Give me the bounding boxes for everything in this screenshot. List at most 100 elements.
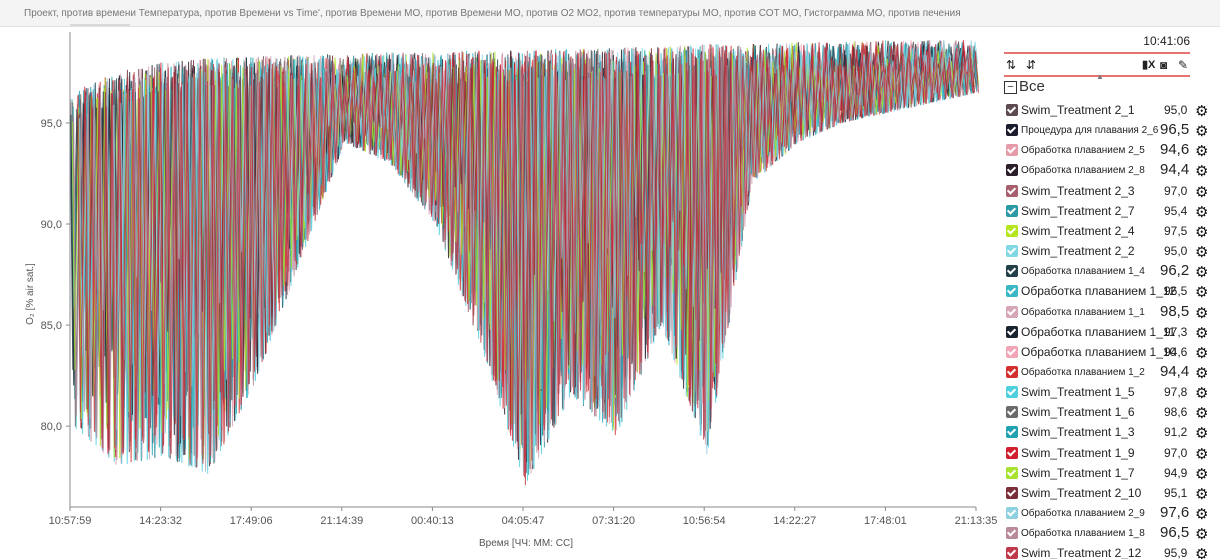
legend-item[interactable]: Обработка плаванием 1_8 96,5 ⚙ xyxy=(1006,524,1211,544)
gear-icon[interactable]: ⚙ xyxy=(1195,364,1209,382)
gear-icon[interactable]: ⚙ xyxy=(1195,143,1209,161)
gear-icon[interactable]: ⚙ xyxy=(1195,445,1209,463)
select-all-toggle[interactable]: − Все xyxy=(1004,78,1045,95)
series-label: Swim_Treatment 1_5 xyxy=(1021,385,1135,400)
gear-icon[interactable]: ⚙ xyxy=(1195,123,1209,141)
legend-item[interactable]: Swim_Treatment 1_9 97,0 ⚙ xyxy=(1006,444,1211,464)
legend-item[interactable]: Swim_Treatment 1_5 97,8 ⚙ xyxy=(1006,383,1211,403)
legend-item[interactable]: Обработка плаванием 1_10 94,6 ⚙ xyxy=(1006,343,1211,363)
series-checkbox[interactable] xyxy=(1006,305,1018,318)
series-checkbox[interactable] xyxy=(1006,486,1018,499)
series-checkbox[interactable] xyxy=(1006,124,1018,137)
y-tick-label: 95,0 xyxy=(41,118,62,130)
gear-icon[interactable]: ⚙ xyxy=(1195,485,1209,503)
legend-item[interactable]: Swim_Treatment 2_4 97,5 ⚙ xyxy=(1006,222,1211,242)
series-checkbox[interactable] xyxy=(1006,466,1018,479)
series-checkbox[interactable] xyxy=(1006,547,1018,559)
series-label: Обработка плаванием 1_11 xyxy=(1021,324,1176,339)
panel-divider-mid xyxy=(1004,75,1190,77)
series-checkbox[interactable] xyxy=(1006,507,1018,519)
series-checkbox[interactable] xyxy=(1006,144,1018,157)
gear-icon[interactable]: ⚙ xyxy=(1195,284,1209,302)
series-checkbox[interactable] xyxy=(1006,365,1018,378)
sort-desc-icon[interactable]: ⇵ xyxy=(1026,58,1037,72)
legend-item[interactable]: Обработка плаванием 2_9 97,6 ⚙ xyxy=(1006,504,1211,524)
gear-icon[interactable]: ⚙ xyxy=(1195,506,1209,523)
series-value: 94,6 xyxy=(1160,141,1190,159)
gear-icon[interactable]: ⚙ xyxy=(1195,465,1209,483)
x-tick-label: 10:56:54 xyxy=(683,515,726,527)
legend-item[interactable]: Swim_Treatment 2_3 97,0 ⚙ xyxy=(1006,182,1211,202)
series-line xyxy=(73,40,974,476)
series-label: Обработка плаванием 1_1 xyxy=(1021,306,1145,318)
series-value: 95,0 xyxy=(1164,103,1188,117)
series-value: 97,0 xyxy=(1164,445,1188,460)
legend-item[interactable]: Swim_Treatment 1_3 91,2 ⚙ xyxy=(1006,423,1211,443)
gear-icon[interactable]: ⚙ xyxy=(1195,223,1209,241)
gear-icon[interactable]: ⚙ xyxy=(1195,203,1209,221)
wrench-icon[interactable]: ✎ xyxy=(1178,58,1189,72)
series-checkbox[interactable] xyxy=(1006,325,1018,338)
series-checkbox[interactable] xyxy=(1006,285,1018,298)
legend-item[interactable]: Обработка плаванием 2_8 94,4 ⚙ xyxy=(1006,161,1211,181)
series-checkbox[interactable] xyxy=(1006,204,1018,217)
gear-icon[interactable]: ⚙ xyxy=(1195,264,1209,282)
series-checkbox[interactable] xyxy=(1006,245,1018,258)
x-tick-label: 14:22:27 xyxy=(773,515,816,527)
legend-item[interactable]: Обработка плаванием 1_11 97,3 ⚙ xyxy=(1006,323,1211,343)
legend-item[interactable]: Swim_Treatment 1_6 98,6 ⚙ xyxy=(1006,403,1211,423)
legend-item[interactable]: Swim_Treatment 1_7 94,9 ⚙ xyxy=(1006,464,1211,484)
series-value: 96,5 xyxy=(1164,284,1188,299)
gear-icon[interactable]: ⚙ xyxy=(1195,526,1209,544)
x-tick-label: 10:57:59 xyxy=(49,515,92,527)
series-checkbox[interactable] xyxy=(1006,345,1018,358)
x-tick-label: 21:14:39 xyxy=(320,515,363,527)
excel-icon[interactable]: ▮X xyxy=(1142,59,1156,71)
legend-item[interactable]: Обработка плаванием 1_4 96,2 ⚙ xyxy=(1006,262,1211,282)
series-value: 94,4 xyxy=(1160,362,1190,380)
camera-icon[interactable]: ◙ xyxy=(1160,58,1168,72)
gear-icon[interactable]: ⚙ xyxy=(1195,163,1209,181)
legend-item[interactable]: Обработка плаванием 1_2 94,4 ⚙ xyxy=(1006,363,1211,383)
series-value: 94,6 xyxy=(1164,344,1188,359)
series-checkbox[interactable] xyxy=(1006,527,1018,540)
series-checkbox[interactable] xyxy=(1006,265,1018,278)
series-value: 98,5 xyxy=(1160,302,1190,320)
gear-icon[interactable]: ⚙ xyxy=(1195,385,1209,403)
series-value: 95,9 xyxy=(1164,546,1188,559)
legend-item[interactable]: Обработка плаванием 2_5 94,6 ⚙ xyxy=(1006,141,1211,161)
gear-icon[interactable]: ⚙ xyxy=(1195,304,1209,322)
gear-icon[interactable]: ⚙ xyxy=(1195,546,1209,559)
series-checkbox[interactable] xyxy=(1006,446,1018,459)
series-checkbox[interactable] xyxy=(1006,104,1018,116)
series-value: 91,2 xyxy=(1164,425,1188,440)
series-checkbox[interactable] xyxy=(1006,406,1018,419)
sort-asc-icon[interactable]: ⇅ xyxy=(1006,58,1017,72)
series-line xyxy=(77,40,979,486)
view-tabs[interactable]: Проект, против времени Температура, прот… xyxy=(24,8,961,19)
collapse-caret-icon[interactable]: ▲ xyxy=(1096,72,1104,81)
legend-item[interactable]: Обработка плаванием 1_1 98,5 ⚙ xyxy=(1006,303,1211,323)
legend-item[interactable]: Обработка плаванием 1_12 96,5 ⚙ xyxy=(1006,282,1211,302)
legend-item[interactable]: Swim_Treatment 2_10 95,1 ⚙ xyxy=(1006,484,1211,504)
series-checkbox[interactable] xyxy=(1006,224,1018,237)
legend-item[interactable]: Swim_Treatment 2_1 95,0 ⚙ xyxy=(1006,101,1211,121)
gear-icon[interactable]: ⚙ xyxy=(1195,344,1209,362)
legend-item[interactable]: Swim_Treatment 2_7 95,4 ⚙ xyxy=(1006,202,1211,222)
gear-icon[interactable]: ⚙ xyxy=(1195,405,1209,423)
series-checkbox[interactable] xyxy=(1006,426,1018,439)
series-label: Обработка плаванием 2_8 xyxy=(1021,165,1145,177)
gear-icon[interactable]: ⚙ xyxy=(1195,324,1209,342)
series-checkbox[interactable] xyxy=(1006,386,1018,399)
legend-item[interactable]: Процедура для плавания 2_6 96,5 ⚙ xyxy=(1006,121,1211,141)
legend-item[interactable]: Swim_Treatment 2_2 95,0 ⚙ xyxy=(1006,242,1211,262)
series-value: 97,0 xyxy=(1164,183,1188,198)
gear-icon[interactable]: ⚙ xyxy=(1195,244,1209,262)
series-checkbox[interactable] xyxy=(1006,164,1018,177)
gear-icon[interactable]: ⚙ xyxy=(1195,425,1209,443)
gear-icon[interactable]: ⚙ xyxy=(1195,183,1209,201)
legend-item[interactable]: Swim_Treatment 2_12 95,9 ⚙ xyxy=(1006,544,1211,559)
series-checkbox[interactable] xyxy=(1006,184,1018,197)
o2-time-chart: 95,0 90,0 85,0 80,0 10:57:59 14:23:32 17:49:06… xyxy=(25,32,997,549)
gear-icon[interactable]: ⚙ xyxy=(1195,103,1209,120)
